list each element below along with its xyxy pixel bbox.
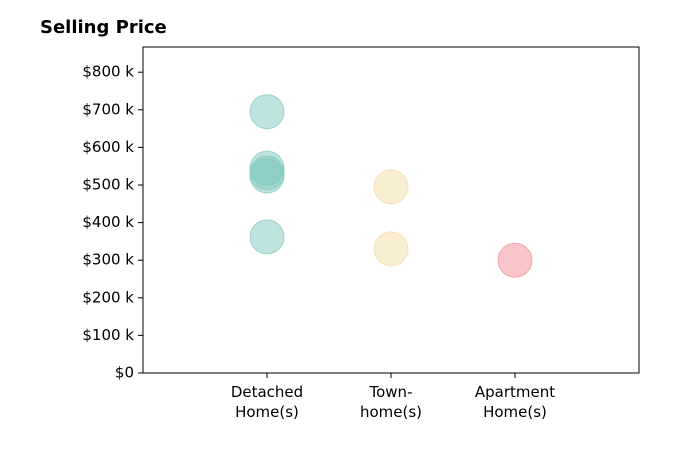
point (373, 231, 409, 267)
point (373, 169, 409, 205)
y-tick-label: $100 k (82, 326, 134, 344)
y-tick-label: $500 k (82, 175, 134, 193)
point (497, 242, 533, 278)
chart-title: Selling Price (40, 17, 167, 38)
point (249, 158, 285, 194)
y-tick-label: $700 k (82, 100, 134, 118)
y-tick-label: $200 k (82, 288, 134, 306)
y-tick-label: $300 k (82, 251, 134, 269)
plot-frame (142, 46, 640, 374)
x-tick-label: Apartment Home(s) (475, 383, 555, 421)
y-tick-label: $600 k (82, 138, 134, 156)
point (249, 94, 285, 130)
x-tick-label: Detached Home(s) (231, 383, 303, 421)
x-tick-label: Town-home(s) (360, 383, 422, 421)
y-tick-label: $0 (115, 364, 134, 382)
y-tick-label: $800 k (82, 63, 134, 81)
point (249, 219, 285, 255)
y-tick-label: $400 k (82, 213, 134, 231)
